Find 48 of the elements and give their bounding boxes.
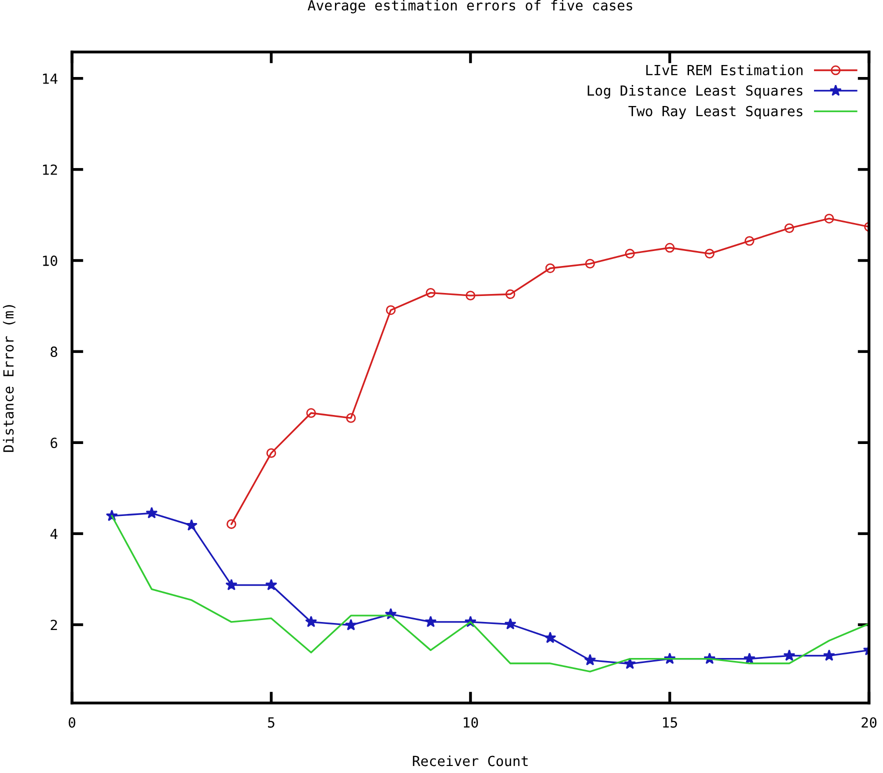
point [344, 618, 357, 630]
point [544, 632, 556, 644]
point [783, 649, 796, 661]
point [584, 654, 596, 666]
legend-label: LIvE REM Estimation [646, 64, 802, 76]
y-axis-title: Distance Error (m) [2, 305, 16, 452]
x-axis-title: Receiver Count [412, 755, 528, 766]
point [625, 248, 635, 259]
point [823, 649, 836, 661]
point [466, 290, 476, 300]
chart-title: Average estimation errors of five cases [308, 0, 632, 14]
point [585, 258, 595, 269]
point [424, 616, 437, 628]
x-tick-label: 0 [68, 717, 76, 728]
point [743, 652, 756, 664]
point [266, 448, 276, 458]
x-tick-label: 15 [663, 717, 677, 728]
legend-label: Log Distance Least Squares [588, 85, 802, 99]
x-tick-label: 5 [268, 717, 274, 728]
point [624, 658, 636, 670]
point [784, 223, 794, 234]
point [664, 242, 675, 253]
x-tick-label: 10 [464, 717, 478, 728]
point [146, 506, 158, 518]
point [305, 616, 318, 628]
legend-label: Two Ray Least Squares [628, 106, 802, 120]
point [704, 248, 714, 259]
point [265, 578, 278, 590]
y-tick-label: 4 [50, 528, 58, 539]
point [505, 289, 516, 300]
y-tick-label: 12 [43, 164, 57, 175]
point [504, 618, 516, 630]
y-tick-label: 14 [43, 74, 58, 84]
point [225, 578, 238, 590]
point [306, 408, 316, 418]
y-tick-label: 6 [50, 438, 58, 448]
point [386, 305, 396, 315]
x-tick-label: 20 [862, 717, 876, 728]
point [824, 214, 834, 224]
point [744, 236, 754, 246]
point [545, 263, 556, 274]
point [346, 413, 356, 423]
y-tick-label: 10 [43, 256, 58, 266]
point [426, 288, 436, 298]
y-tick-label: 2 [50, 620, 57, 630]
point [186, 519, 198, 531]
y-tick-label: 8 [50, 346, 58, 358]
point [226, 519, 236, 529]
